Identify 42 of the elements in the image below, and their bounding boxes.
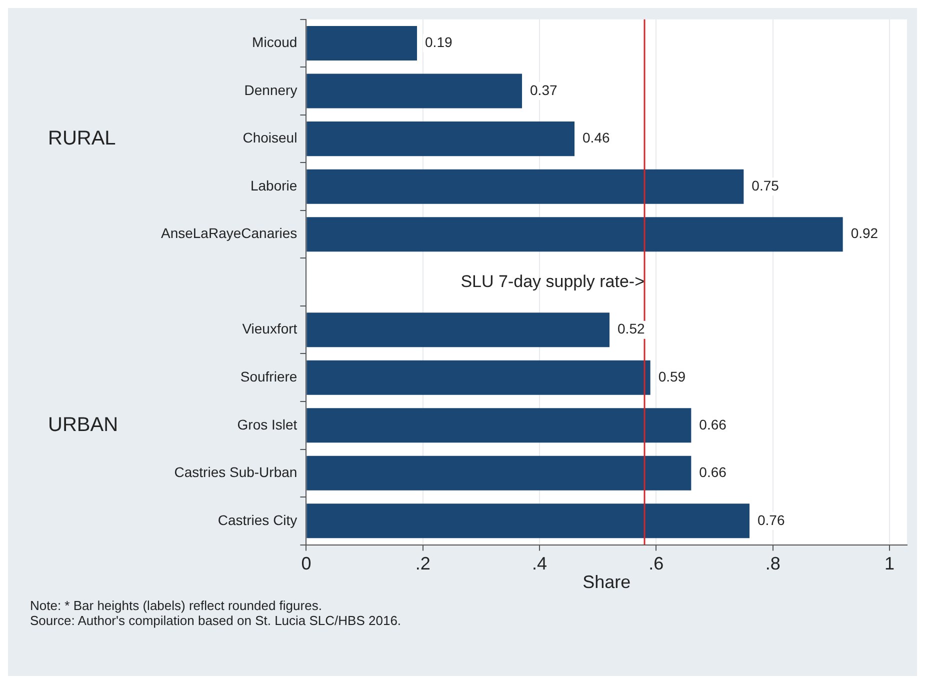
bar xyxy=(306,360,650,395)
x-tick-label: .2 xyxy=(415,554,430,574)
y-tick-label: Dennery xyxy=(244,82,298,98)
data-label: 0.75 xyxy=(752,177,780,194)
data-label: 0.19 xyxy=(425,34,452,50)
y-tick-label: Choiseul xyxy=(242,130,298,146)
bar xyxy=(306,408,692,443)
bar xyxy=(306,26,418,61)
x-axis-title: Share xyxy=(582,572,631,592)
y-tick-label: Castries Sub-Urban xyxy=(174,464,298,480)
y-tick-label: Micoud xyxy=(252,34,298,50)
bar xyxy=(306,504,750,538)
bar xyxy=(306,217,843,252)
y-tick-label: Laborie xyxy=(250,177,298,194)
y-tick-label: Vieuxfort xyxy=(242,320,298,337)
bar xyxy=(306,312,610,348)
bar xyxy=(306,169,744,204)
y-tick-label: AnseLaRayeCanaries xyxy=(160,225,298,242)
x-tick-label: 0 xyxy=(301,554,312,574)
data-label: 0.52 xyxy=(618,320,645,337)
x-tick-label: .4 xyxy=(532,554,548,574)
data-label: 0.92 xyxy=(850,225,878,242)
x-tick-label: 1 xyxy=(884,554,895,574)
x-tick-label: .6 xyxy=(648,554,664,574)
y-tick-label: Castries City xyxy=(218,512,298,528)
data-label: 0.66 xyxy=(699,416,727,432)
text: URBAN xyxy=(48,414,118,436)
source-note: Source: Author's compilation based on St. Lucia SLC/HBS 2016. xyxy=(30,613,402,628)
bar xyxy=(306,122,575,156)
text: Note: * Bar heights (labels) reflect rounded figures. xyxy=(30,598,323,613)
data-label: 0.37 xyxy=(530,82,558,98)
data-label: 0.76 xyxy=(758,512,785,528)
bar xyxy=(306,74,522,108)
ref-line-label: SLU 7-day supply rate-> xyxy=(460,272,645,291)
data-label: 0.66 xyxy=(699,464,727,480)
text: RURAL xyxy=(48,127,116,150)
data-label: 0.59 xyxy=(658,368,686,384)
y-tick-label: Soufriere xyxy=(240,368,298,384)
y-tick-label: Gros Islet xyxy=(237,416,298,432)
data-label: 0.46 xyxy=(582,130,610,146)
bar xyxy=(306,456,692,490)
x-tick-label: .8 xyxy=(765,554,780,574)
